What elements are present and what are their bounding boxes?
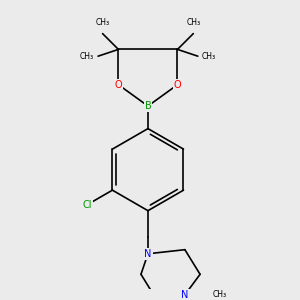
Text: CH₃: CH₃: [202, 52, 216, 61]
Text: CH₃: CH₃: [213, 290, 227, 299]
Text: Cl: Cl: [83, 200, 92, 209]
Text: N: N: [144, 249, 152, 259]
Text: N: N: [181, 290, 189, 300]
Text: CH₃: CH₃: [186, 18, 200, 27]
Text: B: B: [145, 101, 151, 111]
Text: O: O: [115, 80, 122, 90]
Text: CH₃: CH₃: [95, 18, 110, 27]
Text: CH₃: CH₃: [80, 52, 94, 61]
Text: O: O: [174, 80, 181, 90]
